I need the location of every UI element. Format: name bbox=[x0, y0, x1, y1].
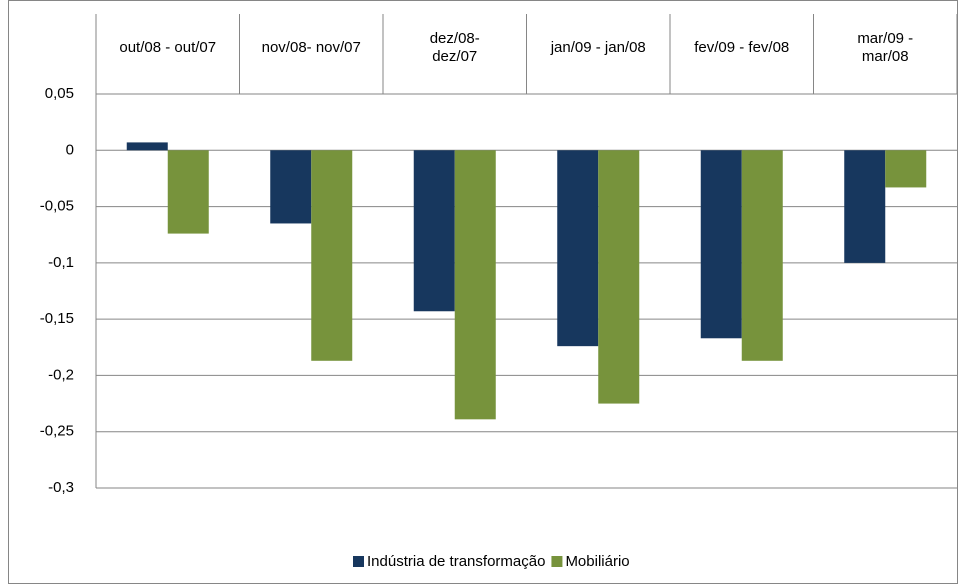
y-tick-label: -0,1 bbox=[48, 254, 74, 271]
legend-label: Mobiliário bbox=[565, 553, 629, 570]
bar bbox=[741, 150, 783, 361]
y-tick-label: -0,2 bbox=[48, 366, 74, 383]
y-tick-label: -0,3 bbox=[48, 479, 74, 496]
legend-swatch bbox=[551, 556, 563, 567]
x-tick-label: fev/09 - fev/08 bbox=[694, 39, 789, 56]
x-tick-label: jan/09 - jan/08 bbox=[550, 39, 646, 56]
legend-swatch bbox=[353, 556, 364, 567]
bar bbox=[557, 150, 599, 347]
y-tick-label: -0,15 bbox=[40, 310, 74, 327]
legend-label: Indústria de transformação bbox=[367, 553, 545, 570]
x-tick-label: out/08 - out/07 bbox=[119, 39, 216, 56]
bar bbox=[598, 150, 640, 404]
y-tick-label: -0,05 bbox=[40, 198, 74, 215]
bar bbox=[700, 150, 742, 339]
bar bbox=[270, 150, 312, 224]
bar bbox=[885, 150, 927, 188]
bar bbox=[413, 150, 455, 312]
x-tick-label: nov/08- nov/07 bbox=[262, 39, 361, 56]
bar bbox=[167, 150, 209, 234]
bar bbox=[844, 150, 886, 263]
bar bbox=[126, 142, 168, 151]
x-tick-label: mar/09 -mar/08 bbox=[857, 30, 913, 65]
bar bbox=[454, 150, 496, 420]
y-tick-label: 0 bbox=[66, 141, 74, 158]
y-tick-label: -0,25 bbox=[40, 423, 74, 440]
x-tick-label: dez/08-dez/07 bbox=[430, 30, 480, 65]
bar bbox=[311, 150, 353, 361]
y-tick-label: 0,05 bbox=[45, 85, 74, 102]
